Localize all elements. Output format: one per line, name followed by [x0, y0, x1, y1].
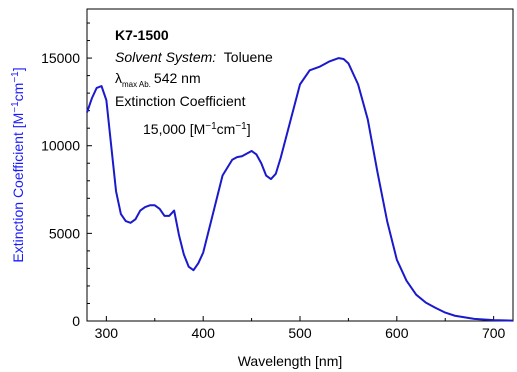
- y-axis-label-exp2: −1: [10, 71, 21, 83]
- solvent-line: Solvent System: Toluene: [115, 49, 273, 65]
- y-axis-label-close: ]: [10, 67, 26, 71]
- x-axis-label: Wavelength [nm]: [238, 353, 343, 369]
- extinction-exp2: −1: [235, 121, 247, 132]
- x-tick-label: 300: [95, 325, 119, 341]
- extinction-label: Extinction Coefficient: [115, 93, 246, 109]
- compound-label: K7-1500: [115, 27, 169, 43]
- y-tick-label: 0: [72, 313, 80, 329]
- lambda-symbol: λ: [115, 70, 122, 86]
- y-axis-label: Extinction Coefficient [M−1cm−1]: [10, 67, 27, 262]
- extinction-mid: cm: [217, 121, 236, 137]
- annotation-block: K7-1500 Solvent System: Toluene λmax Ab.…: [115, 27, 273, 137]
- x-tick-label: 400: [192, 325, 216, 341]
- extinction-value-num: 15,000 [M: [143, 121, 205, 137]
- y-axis-label-mid: cm: [10, 83, 26, 102]
- y-tick-label: 15000: [41, 50, 80, 66]
- x-tick-label: 500: [288, 325, 312, 341]
- y-tick-label: 5000: [49, 225, 80, 241]
- solvent-label: Solvent System:: [115, 49, 216, 65]
- x-tick-label: 600: [385, 325, 409, 341]
- lambda-subscript: max Ab.: [122, 80, 151, 89]
- lambda-value: 542 nm: [154, 70, 201, 86]
- extinction-value: 15,000 [M−1cm−1]: [143, 121, 251, 138]
- extinction-close: ]: [247, 121, 251, 137]
- axis-ticks: [87, 22, 495, 322]
- y-tick-labels: 0 5000 10000 15000: [41, 50, 80, 329]
- y-tick-label: 10000: [41, 138, 80, 154]
- x-tick-labels: 300 400 500 600 700: [95, 325, 506, 341]
- solvent-value: Toluene: [224, 49, 273, 65]
- extinction-exp1: −1: [205, 121, 217, 132]
- y-axis-label-base: Extinction Coefficient [M: [10, 113, 26, 263]
- lambda-line: λmax Ab. 542 nm: [115, 70, 201, 89]
- y-axis-label-exp1: −1: [10, 101, 21, 113]
- spectrum-line: [86, 57, 514, 322]
- x-tick-label: 700: [482, 325, 506, 341]
